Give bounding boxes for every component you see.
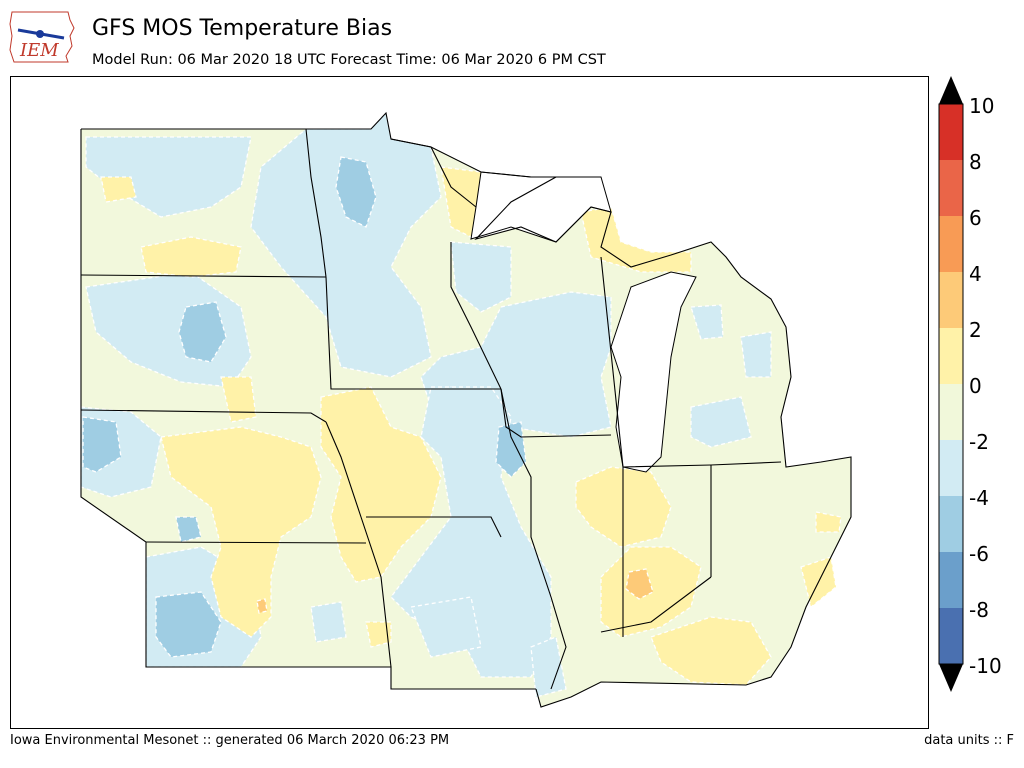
map-subtitle: Model Run: 06 Mar 2020 18 UTC Forecast T… [92,52,606,68]
colorbar-label-10: 10 [969,94,995,118]
colorbar-label-m8: -8 [969,598,989,622]
logo-text: IEM [19,40,59,61]
colorbar-label-6: 6 [969,206,982,230]
region-outline [81,111,852,708]
colorbar-label-8: 8 [969,150,982,174]
state-borders [80,128,782,690]
map-panel [10,76,929,729]
colorbar-label-2: 2 [969,318,982,342]
bias-0-to-2 [100,166,842,686]
great-lakes [470,171,697,473]
colorbar-label-0: 0 [969,374,982,398]
colorbar-label-4: 4 [969,262,982,286]
colorbar-label-m2: -2 [969,430,989,454]
colorbar-label-m10: -10 [969,654,1002,678]
iem-logo: IEM [8,6,78,66]
colorbar-label-m4: -4 [969,486,989,510]
bias-2-to-4 [256,568,654,614]
bias-minus-4-to-minus-6 [82,156,527,658]
footer-credit: Iowa Environmental Mesonet :: generated … [10,733,450,748]
map-title: GFS MOS Temperature Bias [92,16,393,41]
footer-units: data units :: F [924,733,1014,748]
colorbar [935,76,1024,696]
colorbar-label-m6: -6 [969,542,989,566]
